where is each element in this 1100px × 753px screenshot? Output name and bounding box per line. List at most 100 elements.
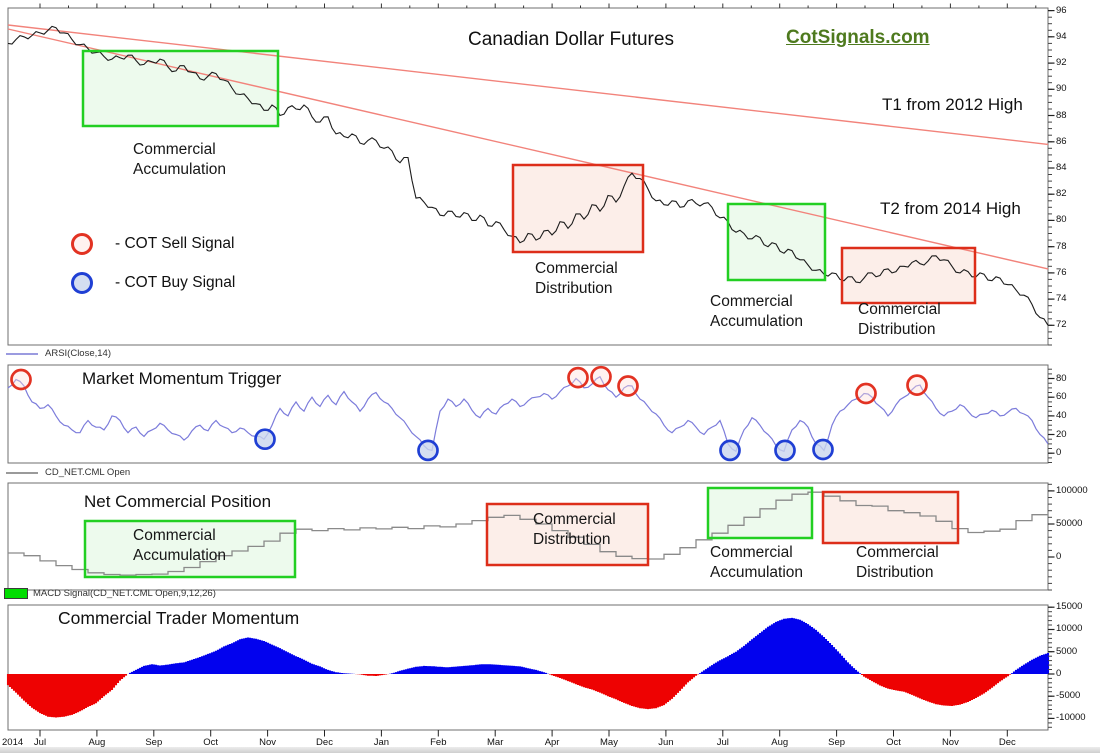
macd-y-axis-tick-label: -5000 [1056, 690, 1081, 702]
price-y-axis-tick-label: 80 [1056, 214, 1067, 226]
region-box-accumulation [81, 49, 280, 128]
rsi-y-axis-tick-label: 20 [1056, 428, 1067, 440]
x-axis-month-label: Oct [886, 737, 901, 748]
region-fill-distribution [823, 492, 958, 543]
x-axis-month-label: Sep [145, 737, 163, 748]
region-label-accumulation: Commercial Accumulation [710, 544, 804, 581]
legend-sell-label: - COT Sell Signal [115, 235, 235, 252]
trader-momentum-panel-title: Commercial Trader Momentum [58, 608, 300, 628]
cot-sell-signal-circle [567, 366, 589, 389]
cot-sell-signal-circle [855, 382, 877, 405]
cot-buy-signal-circle [719, 439, 741, 462]
x-axis-month-label: Jul [716, 737, 729, 748]
net-position-panel-title: Net Commercial Position [84, 492, 272, 511]
region-fill-accumulation [83, 51, 278, 126]
region-fill-accumulation [728, 204, 825, 280]
cot-buy-signal-circle [254, 428, 276, 451]
rsi-y-axis-tick-label: 0 [1056, 447, 1062, 459]
x-axis-month-label: Nov [941, 737, 959, 748]
region-box-accumulation [83, 519, 297, 579]
price-series [7, 25, 1049, 326]
macd-y-axis-tick-label: 15000 [1056, 601, 1083, 613]
region-box-distribution [840, 246, 977, 305]
x-axis-month-label: Jun [658, 737, 674, 748]
macd-y-axis-tick-label: -10000 [1056, 712, 1086, 724]
macd-indicator-label: MACD Signal(CD_NET.CML Open,9,12,26) [33, 588, 216, 599]
trendline-t2-label: T2 from 2014 High [880, 199, 1021, 218]
region-label-accumulation: Commercial Accumulation [133, 141, 227, 178]
region-label-accumulation: Commercial Accumulation [133, 527, 227, 564]
x-axis-month-label: Apr [544, 737, 560, 748]
price-y-axis-tick-label: 84 [1056, 161, 1067, 173]
rsi-y-axis-tick-label: 60 [1056, 391, 1067, 403]
cd-net-indicator-label: CD_NET.CML Open [45, 467, 131, 478]
cot-buy-signal-circle [417, 439, 439, 462]
price-y-axis-tick-label: 90 [1056, 83, 1067, 95]
brand-link[interactable]: CotSignals.com [786, 27, 930, 48]
rsi-line [7, 375, 1049, 453]
x-axis-month-label: Jul [33, 737, 47, 748]
net-y-axis-tick-label: 50000 [1056, 517, 1083, 529]
cot-buy-signal-circle [812, 438, 834, 461]
chart-title: Canadian Dollar Futures [468, 29, 674, 50]
region-fill-distribution [842, 248, 975, 303]
x-axis-month-label: Feb [430, 737, 447, 748]
rsi-panel [7, 364, 1049, 464]
net-position-line [8, 491, 1049, 576]
price-y-axis-tick-label: 76 [1056, 266, 1067, 278]
region-box-accumulation [726, 202, 827, 282]
cot-sell-signal-circle [906, 374, 928, 396]
region-box-distribution [511, 163, 645, 254]
price-y-axis-tick-label: 96 [1056, 4, 1067, 16]
arsi-indicator-label: ARSI(Close,14) [45, 348, 111, 359]
net-y-axis-tick-label: 100000 [1056, 484, 1088, 496]
region-box-distribution [485, 502, 650, 567]
macd-swatch-icon [4, 588, 28, 599]
x-axis-month-label: Mar [487, 737, 504, 748]
x-axis-year-label: 2014 [2, 737, 24, 748]
region-label-distribution: Commercial Distribution [856, 544, 939, 581]
macd-y-axis-tick-label: 5000 [1056, 645, 1078, 657]
net-y-axis-tick-label: 0 [1056, 550, 1062, 562]
cot-sell-signal-circle [590, 365, 612, 388]
macd-y-axis-tick-label: 10000 [1056, 623, 1083, 635]
x-axis-month-label: Aug [88, 737, 106, 748]
x-axis-month-label: Dec [998, 737, 1016, 748]
x-axis-month-label: Nov [259, 737, 277, 748]
price-y-axis-tick-label: 78 [1056, 240, 1067, 252]
arsi-line-sample-icon [6, 353, 38, 355]
region-label-distribution: Commercial Distribution [533, 511, 616, 548]
x-axis-month-label: Oct [203, 737, 219, 748]
rsi-y-axis-tick-label: 80 [1056, 372, 1067, 384]
price-y-axis-tick-label: 86 [1056, 135, 1067, 147]
region-label-accumulation: Commercial Accumulation [710, 293, 804, 330]
price-y-axis-tick-label: 74 [1056, 293, 1067, 305]
region-box-accumulation [706, 486, 814, 540]
momentum-panel-title: Market Momentum Trigger [82, 369, 282, 388]
cot-sell-signal-circle [10, 368, 32, 391]
cot-buy-signal-circle [774, 439, 796, 462]
price-y-axis-tick-label: 72 [1056, 319, 1067, 331]
price-y-axis-tick-label: 88 [1056, 109, 1067, 121]
region-label-distribution: Commercial Distribution [535, 260, 618, 297]
cot-sell-signal-circle [617, 375, 639, 397]
macd-histogram-negative [6, 674, 1012, 718]
region-fill-distribution [513, 165, 643, 252]
price-y-axis-tick-label: 82 [1056, 188, 1067, 200]
x-axis-month-label: Dec [316, 737, 333, 748]
x-axis-month-label: Sep [828, 737, 846, 748]
x-axis-month-label: May [600, 737, 618, 748]
x-axis-month-label: Aug [771, 737, 789, 748]
legend-sell-circle-icon [71, 233, 93, 255]
rsi-y-axis-tick-label: 40 [1056, 409, 1067, 421]
macd-histogram-positive [128, 617, 1050, 674]
region-box-distribution [821, 490, 960, 545]
x-axis-month-label: Jan [373, 737, 390, 748]
legend-buy-circle-icon [71, 272, 93, 294]
trendline-t2 [7, 28, 1049, 270]
cd-net-line-sample-icon [6, 472, 38, 474]
macd-y-axis-tick-label: 0 [1056, 667, 1062, 679]
bottom-scrollbar-strip[interactable] [0, 747, 1100, 753]
